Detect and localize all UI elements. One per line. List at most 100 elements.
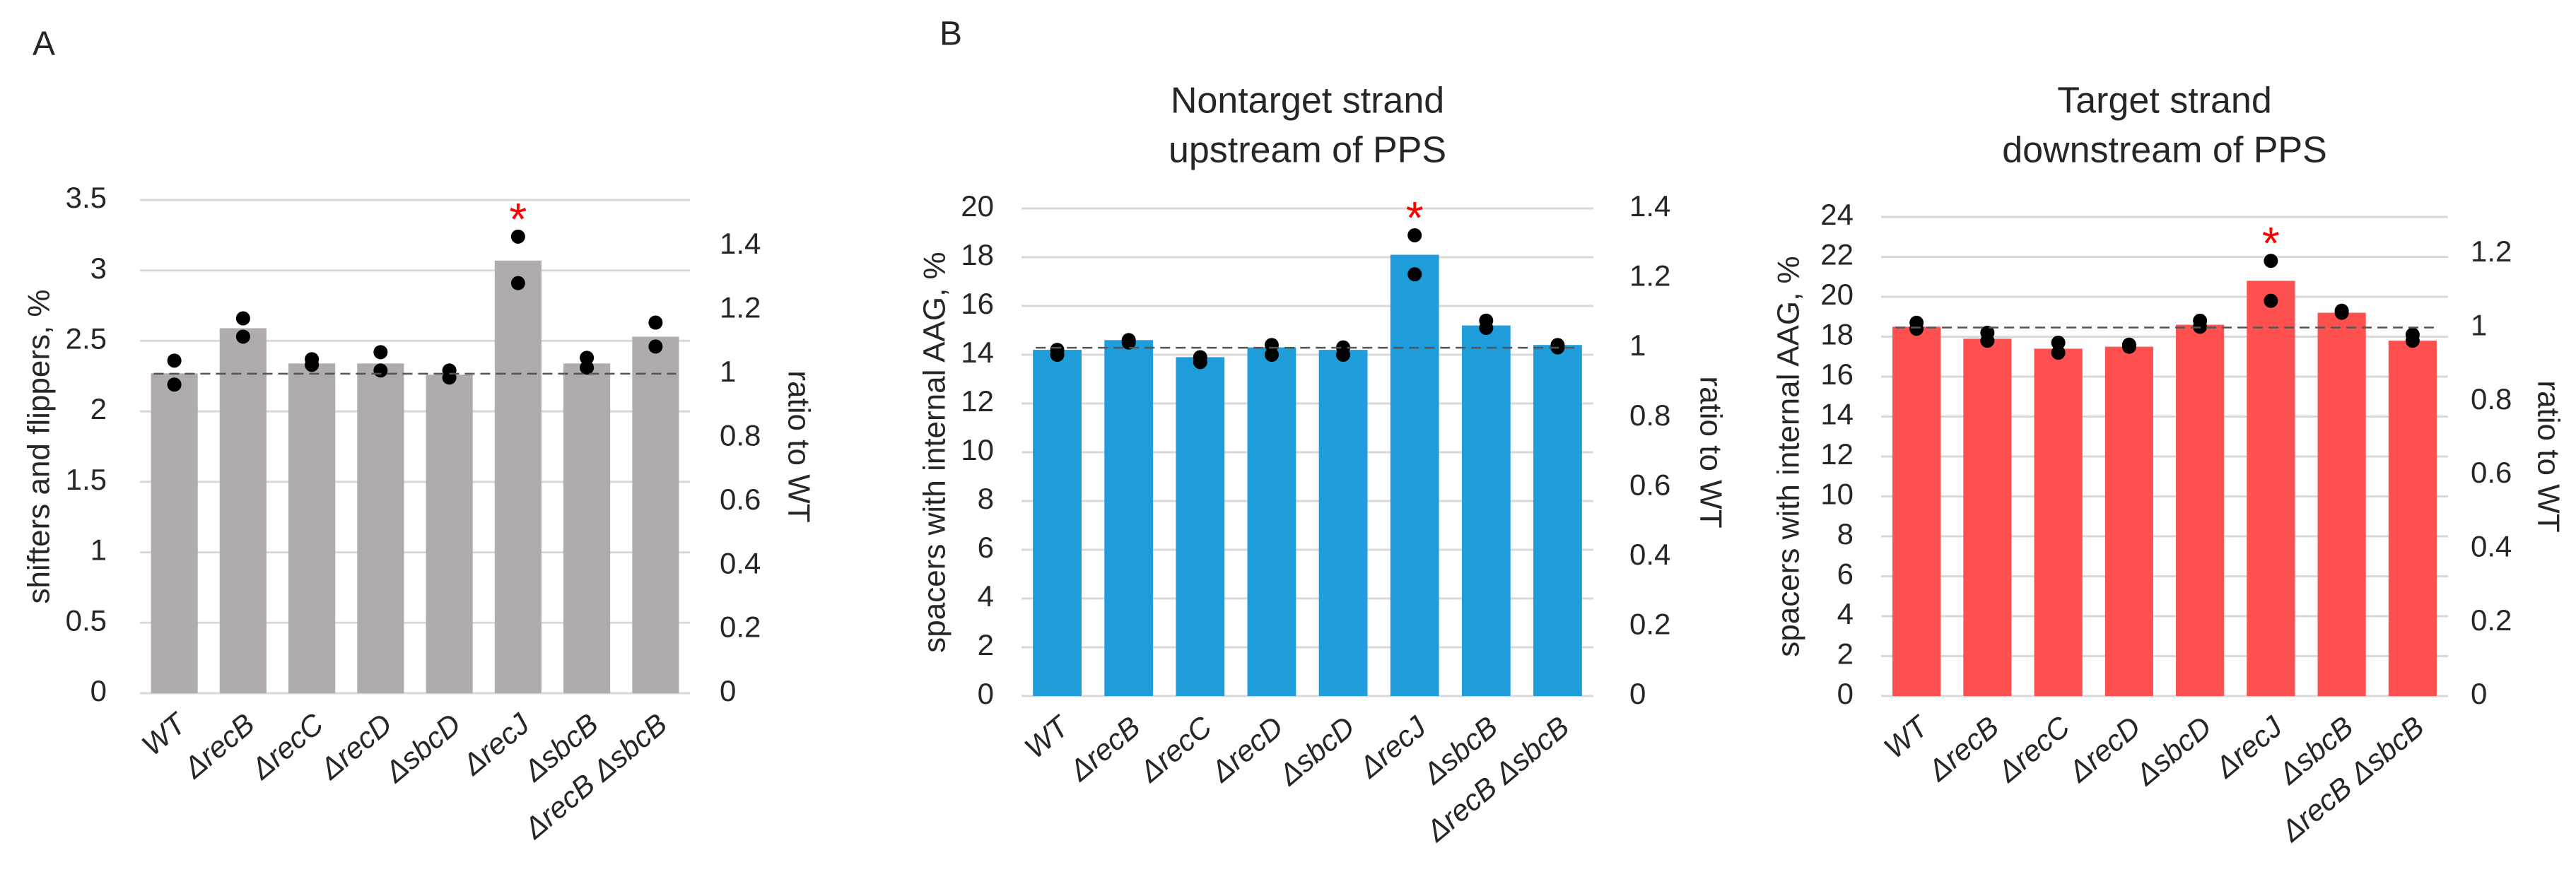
y-tick-label: 0.5 — [66, 603, 107, 637]
y2-axis-label: ratio to WT — [1693, 376, 1728, 528]
chart-title: downstream of PPS — [2002, 130, 2327, 171]
y-tick-label: 3.5 — [66, 181, 107, 214]
bar — [1892, 326, 1941, 696]
replicate-point — [235, 311, 250, 326]
x-tick-label: ΔsbcD — [2129, 709, 2218, 791]
x-tick-label: ΔsbcD — [378, 707, 467, 789]
significance-mark: * — [509, 194, 527, 244]
replicate-point — [2334, 305, 2349, 320]
replicate-point — [305, 358, 320, 372]
y2-tick-label: 0.6 — [1629, 468, 1670, 501]
replicate-point — [1050, 348, 1065, 362]
bar — [426, 375, 473, 693]
x-tick-label: ΔrecB — [1921, 709, 2006, 787]
replicate-point — [2405, 334, 2420, 348]
bar — [219, 328, 267, 694]
y-axis-label: spacers with internal AAG, % — [918, 252, 952, 652]
bar — [632, 336, 679, 693]
x-tick-label: ΔrecJ — [1352, 709, 1433, 784]
replicate-point — [2051, 335, 2066, 350]
y-tick-label: 0 — [90, 674, 107, 707]
y-tick-label: 6 — [1837, 558, 1854, 591]
bar — [1247, 347, 1296, 696]
replicate-point — [1264, 348, 1279, 362]
replicate-point — [2051, 346, 2066, 360]
x-tick-label: ΔrecJ — [2208, 709, 2289, 784]
y-tick-label: 4 — [978, 579, 994, 613]
y2-tick-label: 0.4 — [2471, 529, 2512, 562]
y-tick-label: 8 — [1837, 517, 1854, 550]
y-tick-label: 4 — [1837, 597, 1854, 630]
y2-tick-label: 0.8 — [1629, 399, 1670, 432]
x-tick-label: ΔrecD — [2061, 709, 2146, 789]
y-tick-label: 16 — [1820, 358, 1854, 391]
y-tick-label: 14 — [961, 336, 994, 369]
y2-tick-label: 0.2 — [1629, 608, 1670, 641]
replicate-point — [1121, 335, 1136, 350]
bar — [2317, 312, 2366, 697]
replicate-point — [1193, 355, 1207, 370]
y2-tick-label: 0.6 — [720, 483, 761, 516]
replicate-point — [1909, 322, 1924, 336]
y2-tick-label: 0 — [720, 674, 736, 707]
bar — [151, 373, 198, 693]
y2-tick-label: 1.4 — [1629, 189, 1670, 223]
replicate-point — [235, 329, 250, 344]
bar — [2104, 346, 2153, 696]
panel-label: A — [33, 25, 55, 63]
y2-axis-label: ratio to WT — [781, 370, 816, 522]
y2-tick-label: 0.4 — [1629, 538, 1670, 571]
y2-tick-label: 1 — [2471, 309, 2487, 342]
y2-axis-label: ratio to WT — [2531, 380, 2565, 532]
y-tick-label: 3 — [90, 252, 107, 285]
replicate-point — [648, 315, 663, 330]
bar — [494, 260, 541, 693]
y-tick-label: 12 — [1820, 437, 1854, 471]
y2-tick-label: 0.2 — [2471, 603, 2512, 637]
y-tick-label: 16 — [961, 287, 994, 320]
y-tick-label: 20 — [961, 189, 994, 223]
significance-mark: * — [1406, 192, 1424, 243]
x-tick-label: ΔrecC — [1991, 709, 2076, 789]
bar — [2388, 341, 2437, 696]
bar — [1176, 357, 1225, 696]
x-tick-label: ΔsbcD — [1272, 709, 1361, 791]
bar — [357, 363, 404, 693]
replicate-point — [1407, 228, 1422, 242]
bar — [2247, 281, 2295, 696]
replicate-point — [510, 276, 525, 290]
y-tick-label: 0 — [978, 677, 994, 710]
bar — [2034, 348, 2083, 696]
y-axis-label: spacers with internal AAG, % — [1772, 256, 1806, 656]
y2-tick-label: 0.6 — [2471, 456, 2512, 489]
y2-tick-label: 0.4 — [720, 546, 761, 579]
bar — [1390, 254, 1439, 696]
panel-label: B — [939, 16, 962, 53]
bar — [1963, 338, 2012, 696]
replicate-point — [1980, 334, 1995, 348]
y-tick-label: 18 — [961, 238, 994, 271]
replicate-point — [442, 370, 457, 385]
replicate-point — [167, 353, 182, 368]
bar — [1033, 350, 1082, 696]
replicate-point — [510, 229, 525, 244]
replicate-point — [2264, 293, 2278, 308]
y-tick-label: 6 — [978, 531, 994, 564]
y2-tick-label: 1 — [1629, 329, 1646, 362]
x-tick-label: ΔrecD — [313, 707, 398, 786]
bar — [288, 363, 336, 693]
replicate-point — [2121, 339, 2136, 354]
y-tick-label: 0 — [1837, 677, 1854, 710]
y-tick-label: 24 — [1820, 198, 1854, 231]
y-tick-label: 10 — [1820, 478, 1854, 511]
y2-tick-label: 1 — [720, 355, 736, 388]
bar — [2176, 324, 2225, 696]
replicate-point — [1479, 321, 1494, 336]
replicate-point — [1407, 267, 1422, 282]
y-tick-label: 8 — [978, 482, 994, 515]
y-axis-label: shifters and flippers, % — [22, 289, 57, 603]
x-tick-label: WT — [1018, 708, 1077, 765]
replicate-point — [167, 377, 182, 392]
y-tick-label: 1 — [90, 534, 107, 567]
y2-tick-label: 1.4 — [720, 227, 761, 260]
